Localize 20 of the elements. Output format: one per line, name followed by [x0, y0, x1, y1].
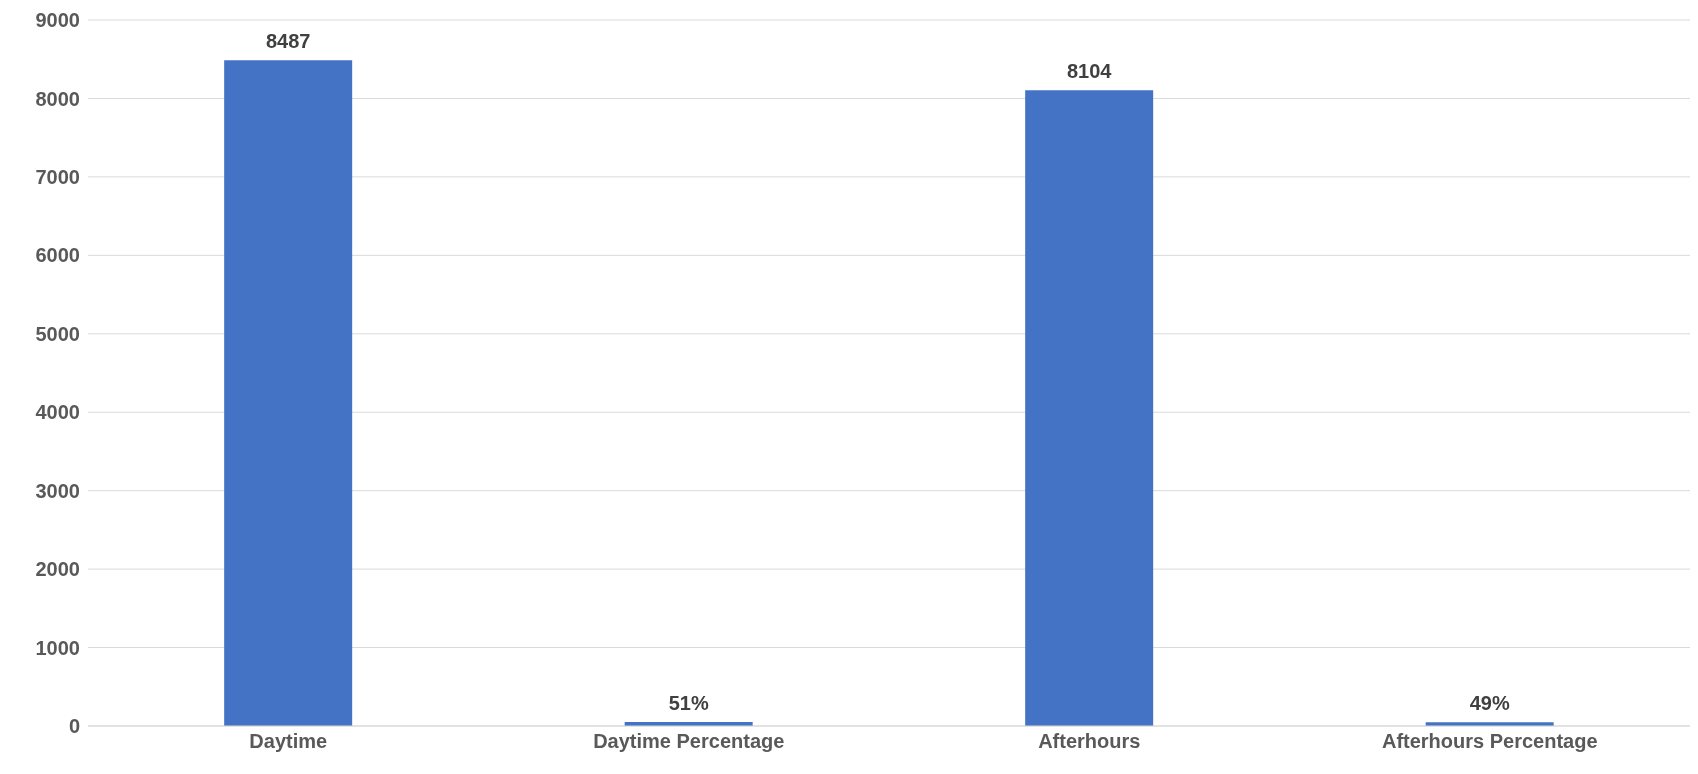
data-label: 51%	[668, 692, 709, 714]
data-label: 8104	[1066, 60, 1113, 83]
x-tick-label: Daytime Percentage	[593, 730, 785, 753]
x-tick-label: Daytime	[249, 730, 328, 753]
y-tick-label: 1000	[35, 636, 80, 659]
bar	[224, 60, 353, 726]
y-tick-label: 9000	[35, 9, 80, 32]
y-tick-label: 8000	[35, 87, 80, 110]
x-tick-label: Afterhours	[1038, 730, 1141, 753]
y-tick-label: 3000	[35, 479, 80, 502]
y-tick-label: 0	[68, 715, 80, 738]
y-tick-label: 2000	[35, 558, 80, 581]
bar	[1025, 90, 1154, 726]
data-label: 8487	[265, 30, 311, 53]
y-tick-label: 5000	[35, 322, 80, 345]
y-tick-label: 7000	[35, 165, 80, 188]
x-tick-label: Afterhours Percentage	[1381, 730, 1598, 753]
y-tick-label: 4000	[35, 401, 80, 424]
y-tick-label: 6000	[35, 244, 80, 267]
data-label: 49%	[1469, 692, 1510, 715]
